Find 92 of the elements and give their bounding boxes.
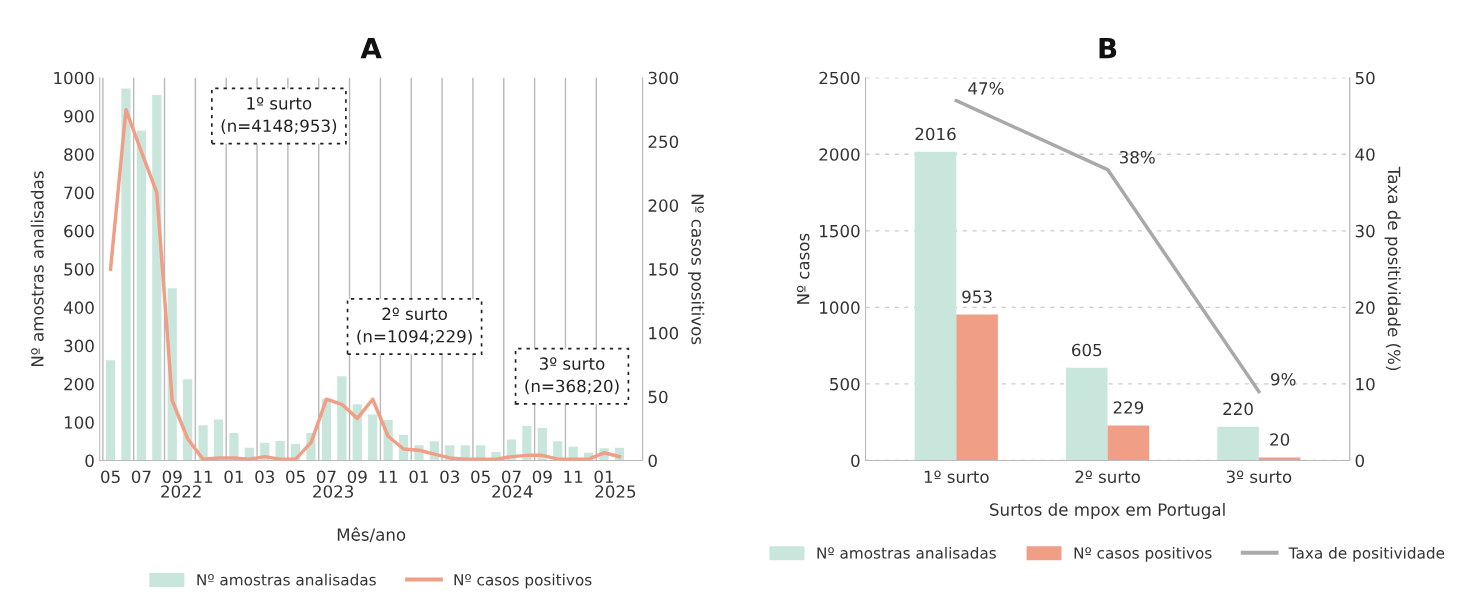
- x-tick-label: 01: [224, 470, 243, 484]
- x-tick-label: 01: [594, 470, 614, 484]
- chart-title: A: [360, 38, 382, 59]
- annotation: 2º surto (n=1094;229): [357, 307, 472, 345]
- x-tick-label: 03: [255, 470, 275, 484]
- x-tick-label: 07: [501, 470, 521, 484]
- y-axis-title: Nº amostras analisadas: [30, 171, 44, 367]
- data-label: 47%: [968, 82, 1004, 95]
- text: 2022: [161, 485, 201, 498]
- y2-tick-label: 20: [1355, 301, 1375, 314]
- y-tick-label: 900: [64, 109, 94, 123]
- x-tick-label: 3º surto: [1226, 470, 1292, 484]
- bar: [1065, 367, 1108, 461]
- annotation: 1º surto (n=4148;953): [221, 97, 337, 135]
- y2-tick-label: 300: [648, 71, 679, 85]
- x-tick-label: 07: [316, 470, 336, 484]
- bar: [368, 414, 378, 461]
- bar: [1107, 425, 1150, 461]
- y-tick-label: 100: [64, 416, 94, 429]
- y-tick-label: 500: [830, 377, 860, 391]
- x-tick-label: 05: [101, 470, 120, 484]
- data-label: 20: [1270, 433, 1290, 446]
- y2-tick-label: 10: [1356, 377, 1375, 391]
- y2-tick-label: 40: [1355, 148, 1375, 161]
- bar: [152, 94, 162, 461]
- x-tick-label: 11: [564, 470, 583, 483]
- chart-title: B: [1099, 38, 1117, 59]
- bar: [914, 151, 957, 461]
- y2-tick-label: 250: [648, 135, 679, 149]
- y-tick-label: 200: [64, 377, 94, 391]
- y2-tick-label: 50: [1355, 71, 1375, 85]
- data-label: 605: [1072, 343, 1102, 357]
- x-tick-label: 01: [409, 470, 429, 484]
- y2-tick-label: 150: [649, 263, 679, 276]
- bar: [121, 88, 131, 461]
- legend-label: Nº amostras analisadas: [817, 546, 996, 559]
- legend-label: Taxa de positividade: [1288, 546, 1445, 562]
- bar: [956, 314, 998, 461]
- x-tick-label: 11: [379, 470, 398, 483]
- data-label: 953: [962, 290, 992, 303]
- y-tick-label: 600: [64, 224, 94, 238]
- annotation: 3º surto (n=368;20): [525, 357, 619, 395]
- x-tick-label: 05: [471, 470, 490, 484]
- y-tick-label: 1000: [54, 71, 94, 85]
- legend-label: Nº amostras analisadas: [197, 573, 376, 586]
- x-tick-label: 11: [194, 470, 213, 483]
- y2-tick-label: 0: [1355, 454, 1364, 468]
- bar: [1217, 426, 1259, 461]
- legend-label: Nº casos positivos: [1074, 546, 1212, 562]
- data-label: 38%: [1119, 150, 1155, 164]
- x-tick-label: 1º surto: [924, 470, 989, 484]
- x-tick-label: 09: [162, 470, 182, 484]
- bar: [136, 130, 147, 461]
- x-tick-label: 2º surto: [1075, 470, 1140, 484]
- data-label: 2016: [915, 127, 956, 141]
- y-tick-label: 800: [64, 148, 94, 161]
- bar: [337, 376, 347, 461]
- text: 2024: [492, 485, 533, 498]
- y-tick-label: 700: [64, 186, 94, 200]
- y-tick-label: 0: [85, 454, 94, 468]
- y-tick-label: 2000: [819, 148, 860, 161]
- data-label: 9%: [1271, 372, 1296, 386]
- data-label: 220: [1223, 402, 1253, 416]
- y-tick-label: 300: [64, 339, 94, 353]
- y2-tick-label: 100: [649, 326, 679, 340]
- text: 2023: [313, 485, 354, 498]
- y-tick-label: 400: [63, 301, 94, 314]
- x-axis-title: Surtos de mpox em Portugal: [990, 502, 1225, 520]
- y-tick-label: 2500: [819, 71, 860, 85]
- x-tick-label: 07: [131, 470, 151, 484]
- y2-tick-label: 50: [648, 390, 668, 404]
- x-tick-label: 03: [440, 470, 460, 484]
- y-tick-label: 1500: [820, 224, 860, 238]
- y2-tick-label: 0: [648, 454, 657, 468]
- x-tick-label: 09: [532, 470, 552, 484]
- y-tick-label: 1000: [820, 301, 860, 314]
- bar: [522, 426, 532, 461]
- x-tick-label: 05: [286, 470, 305, 484]
- y2-tick-label: 200: [648, 199, 679, 212]
- y2-tick-label: 30: [1355, 224, 1375, 238]
- y-axis-title: Nº casos: [796, 233, 810, 304]
- y-tick-label: 0: [851, 454, 860, 468]
- text: 2025: [595, 485, 636, 498]
- bar: [1258, 457, 1301, 461]
- data-label: 229: [1113, 401, 1144, 414]
- bar: [105, 360, 116, 461]
- legend-label: Nº casos positivos: [454, 573, 592, 589]
- x-tick-label: 09: [347, 470, 367, 484]
- y2-axis-title: Nº casos positivos: [688, 194, 705, 345]
- y2-axis-title: Taxa de positividade (%): [1384, 166, 1401, 370]
- x-axis-title: Mês/ano: [337, 527, 406, 543]
- y-tick-label: 500: [64, 263, 94, 276]
